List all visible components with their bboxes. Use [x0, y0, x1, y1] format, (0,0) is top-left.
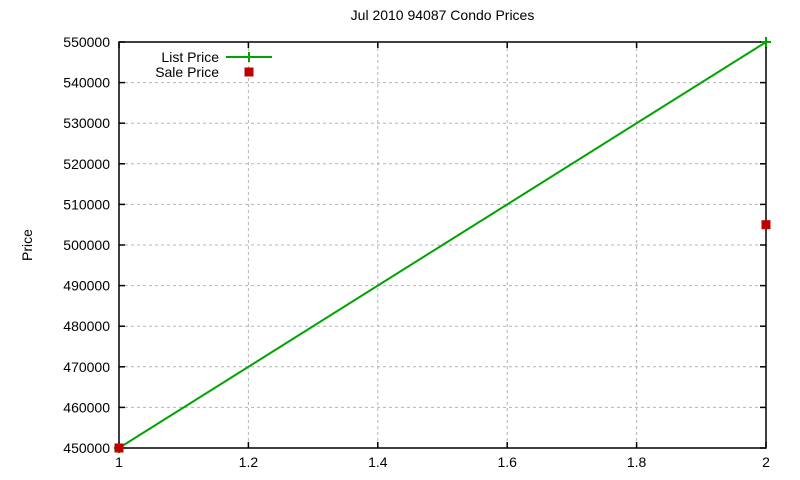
y-tick-label: 530000: [63, 115, 110, 131]
square-marker-icon: [244, 67, 254, 76]
x-tick-label: 1: [115, 454, 123, 470]
y-tick-label: 490000: [63, 278, 110, 294]
chart-title: Jul 2010 94087 Condo Prices: [350, 7, 535, 23]
y-tick-label: 540000: [63, 75, 110, 91]
y-tick-label: 450000: [63, 440, 110, 456]
x-tick-label: 2: [762, 454, 770, 470]
plot-border: [118, 41, 767, 449]
line-plus-marker-icon: [226, 51, 272, 62]
y-tick-label: 500000: [63, 237, 110, 253]
y-tick-label: 520000: [63, 156, 110, 172]
x-tick-label: 1.8: [627, 454, 647, 470]
y-tick-label: 550000: [63, 34, 110, 50]
legend-label-sale-price: Sale Price: [155, 63, 219, 80]
x-tick-label: 1.2: [239, 454, 259, 470]
legend-label-list-price: List Price: [161, 48, 219, 65]
legend-item-sale-price: Sale Price: [127, 63, 273, 80]
y-tick-label: 480000: [63, 318, 110, 334]
y-tick-label: 470000: [63, 359, 110, 375]
series-line-list-price: [118, 41, 767, 449]
y-tick-label: 460000: [63, 399, 110, 415]
square-marker-sale-price: [761, 220, 771, 230]
x-tick-label: 1.4: [368, 454, 388, 470]
x-tick-label: 1.6: [497, 454, 517, 470]
square-marker-sale-price: [114, 443, 124, 453]
legend: List Price Sale Price: [127, 48, 273, 80]
legend-item-list-price: List Price: [127, 48, 273, 65]
y-tick-label: 510000: [63, 196, 110, 212]
